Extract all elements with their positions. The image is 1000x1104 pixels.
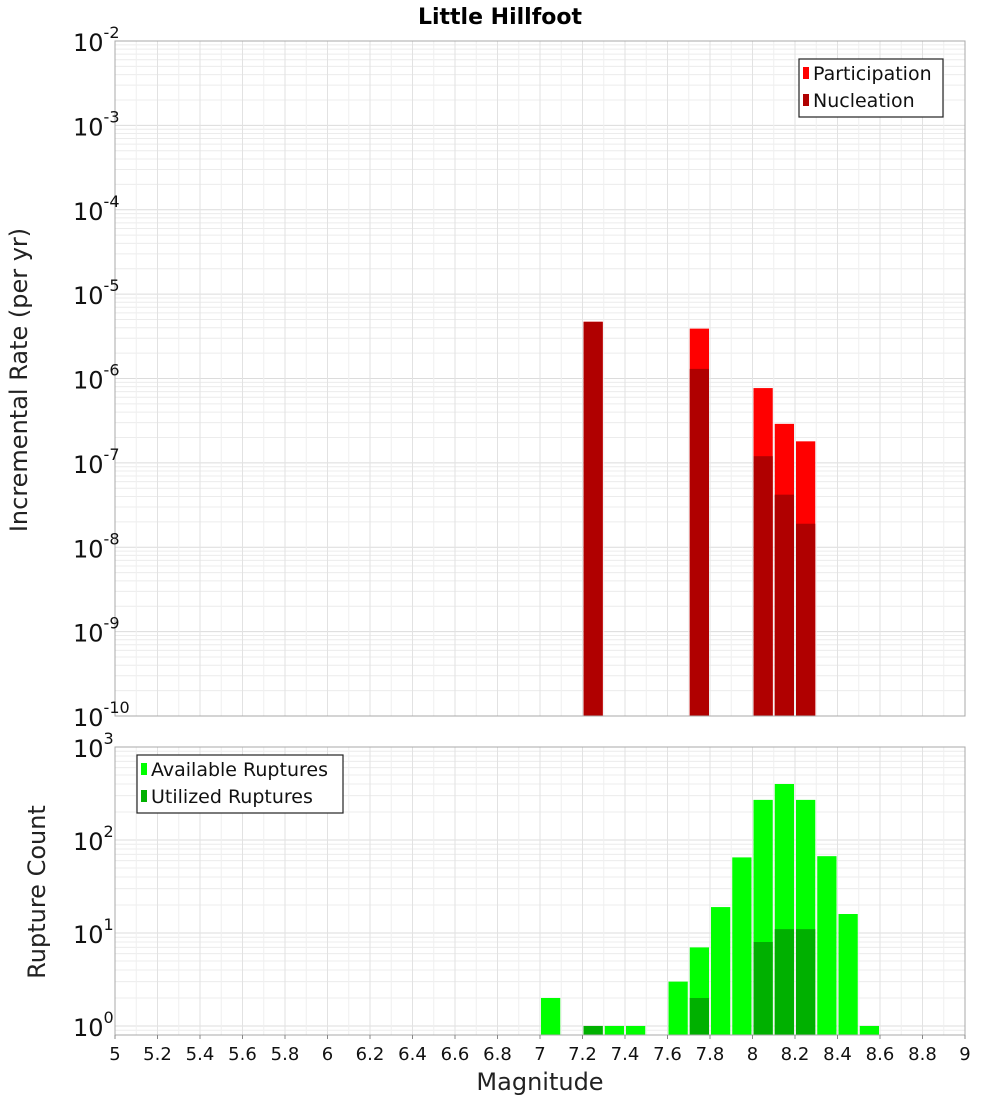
top-bar-series2 (796, 523, 816, 716)
x-tick-label: 8.6 (866, 1044, 895, 1065)
bottom-y-tick-label: 101 (73, 915, 114, 949)
top-plot-border (114, 40, 966, 717)
x-tick-label: 8.2 (781, 1044, 810, 1065)
bottom-bar-series1 (859, 1025, 879, 1035)
top-bar-series2 (774, 494, 794, 716)
top-y-tick-label: 10-5 (73, 276, 120, 310)
bottom-bar-series1 (668, 981, 688, 1035)
bottom-y-tick-label: 100 (73, 1008, 114, 1042)
top-legend-label: Participation (813, 63, 932, 85)
top-y-tick-label: 10-2 (73, 23, 120, 57)
top-y-tick-label: 10-10 (73, 698, 130, 732)
x-axis-label: Magnitude (476, 1068, 603, 1096)
x-tick-label: 5.2 (143, 1044, 172, 1065)
bottom-bar-series1 (838, 914, 858, 1035)
x-tick-label: 6.6 (441, 1044, 470, 1065)
top-bar-series2 (583, 321, 603, 716)
bottom-bar-series2 (796, 929, 816, 1035)
x-tick-label: 7.2 (568, 1044, 597, 1065)
bottom-bar-series1 (732, 857, 752, 1035)
x-tick-label: 5.6 (228, 1044, 257, 1065)
x-tick-label: 7 (534, 1044, 545, 1065)
top-bar-series2 (753, 456, 773, 716)
bottom-bar-series2 (689, 997, 709, 1035)
top-y-tick-label: 10-7 (73, 445, 120, 479)
x-tick-label: 7.4 (611, 1044, 640, 1065)
top-y-tick-label: 10-4 (73, 192, 120, 226)
bottom-legend-swatch (141, 763, 147, 775)
bottom-bar-series2 (583, 1025, 603, 1035)
top-y-tick-label: 10-8 (73, 529, 120, 563)
top-bar-series2 (689, 368, 709, 716)
x-tick-label: 8.8 (908, 1044, 937, 1065)
x-tick-label: 6.4 (398, 1044, 427, 1065)
bottom-legend-swatch (141, 790, 147, 802)
top-y-tick-label: 10-6 (73, 361, 120, 395)
x-tick-label: 6 (322, 1044, 333, 1065)
x-tick-label: 9 (959, 1044, 970, 1065)
x-tick-label: 5.4 (186, 1044, 215, 1065)
bottom-bar-series1 (541, 997, 561, 1035)
top-legend-swatch (803, 67, 809, 79)
bottom-legend-box (136, 754, 344, 814)
bottom-legend-label: Utilized Ruptures (151, 786, 313, 808)
x-tick-label: 7.8 (696, 1044, 725, 1065)
chart-title: Little Hillfoot (418, 5, 583, 30)
x-tick-label: 5.8 (271, 1044, 300, 1065)
x-tick-label: 5 (109, 1044, 120, 1065)
top-legend-swatch (803, 94, 809, 106)
top-legend-label: Nucleation (813, 90, 915, 112)
bottom-bar-series2 (774, 929, 794, 1035)
x-tick-label: 6.8 (483, 1044, 512, 1065)
x-tick-label: 8.4 (823, 1044, 852, 1065)
bottom-y-axis-label: Rupture Count (23, 805, 51, 979)
x-tick-label: 6.2 (356, 1044, 385, 1065)
top-legend-box (798, 58, 944, 118)
bottom-bar-series1 (604, 1025, 624, 1035)
bottom-bar-series1 (626, 1025, 646, 1035)
bottom-bar-series1 (817, 856, 837, 1035)
x-tick-label: 8 (747, 1044, 758, 1065)
bottom-legend-label: Available Ruptures (151, 759, 328, 781)
top-y-tick-label: 10-3 (73, 107, 120, 141)
top-y-axis-label: Incremental Rate (per yr) (5, 228, 33, 532)
bottom-bar-series2 (753, 942, 773, 1035)
bottom-bar-series1 (711, 907, 731, 1035)
bottom-y-tick-label: 103 (73, 729, 114, 763)
x-tick-label: 7.6 (653, 1044, 682, 1065)
bottom-y-tick-label: 102 (73, 822, 114, 856)
top-y-tick-label: 10-9 (73, 614, 120, 648)
